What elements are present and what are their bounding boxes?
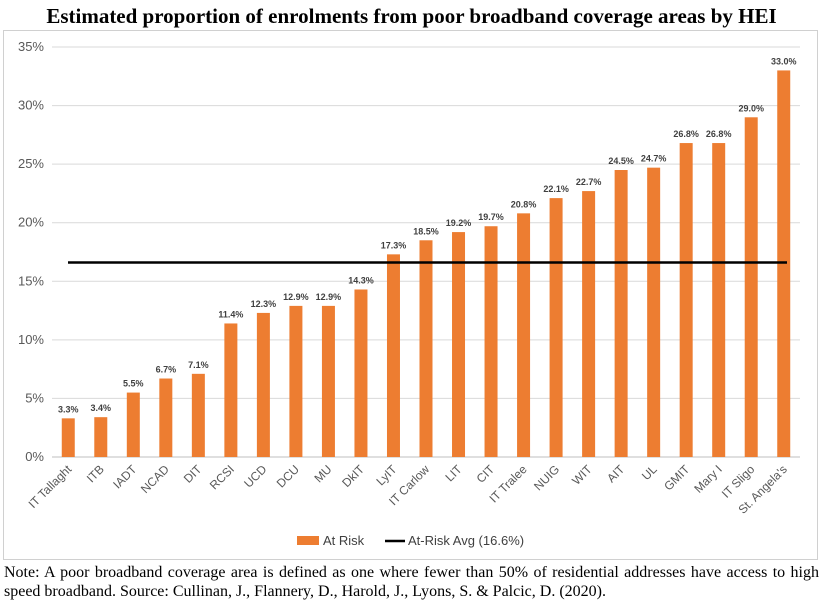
x-tick-label: AIT [604, 462, 628, 486]
bar [191, 373, 205, 457]
data-label: 6.7% [156, 365, 177, 375]
chart-frame [3, 30, 818, 560]
x-tick-label: MU [311, 462, 334, 485]
bar [126, 392, 140, 457]
bar [159, 378, 173, 457]
data-label: 26.8% [706, 129, 732, 139]
data-label: 12.3% [251, 299, 277, 309]
data-label: 7.1% [188, 360, 209, 370]
x-tick-label: DCU [274, 462, 302, 490]
x-tick-label: DIT [181, 462, 205, 486]
x-tick-label: WIT [569, 462, 595, 488]
data-label: 24.5% [608, 156, 634, 166]
bar [386, 254, 400, 457]
data-label: 29.0% [738, 103, 764, 113]
y-tick-label: 35% [18, 39, 44, 54]
bar [614, 170, 628, 457]
bar [224, 323, 238, 457]
data-label: 17.3% [381, 240, 407, 250]
footnote: Note: A poor broadband coverage area is … [4, 564, 819, 600]
bar [712, 143, 726, 458]
bar [419, 240, 433, 457]
data-label: 19.7% [478, 212, 504, 222]
bar [256, 312, 270, 457]
x-tick-label: LIT [442, 462, 465, 485]
x-tick-label: IT Tallaght [26, 462, 75, 511]
data-label: 20.8% [511, 199, 537, 209]
y-tick-label: 10% [18, 332, 44, 347]
bar [517, 213, 531, 457]
x-tick-label: IADT [110, 462, 140, 492]
data-label: 14.3% [348, 275, 374, 285]
gridlines [52, 46, 800, 458]
bar [94, 417, 108, 457]
legend-label-at-risk: At Risk [323, 533, 365, 548]
y-tick-label: 30% [18, 98, 44, 113]
x-tick-label: NUIG [531, 462, 562, 493]
x-tick-label: ITB [84, 462, 107, 485]
bar [289, 305, 303, 457]
data-label: 19.2% [446, 218, 472, 228]
bar [321, 305, 335, 457]
bar [61, 418, 75, 457]
data-label: 3.3% [58, 404, 79, 414]
y-tick-label: 5% [25, 390, 44, 405]
data-label: 33.0% [771, 56, 797, 66]
bar [452, 232, 466, 457]
y-axis-ticks: 0% 5% 10% 15% 20% 25% 30% 35% [18, 39, 44, 464]
chart-title: Estimated proportion of enrolments from … [46, 4, 777, 28]
data-label: 3.4% [91, 403, 112, 413]
bar-chart: 0% 5% 10% 15% 20% 25% 30% 35% 3.3% 3.4% 5.5% 6.7% 7… [18, 39, 800, 548]
x-tick-label: CIT [474, 462, 498, 486]
data-label: 12.9% [316, 292, 342, 302]
data-labels: 3.3% 3.4% 5.5% 6.7% 7.1% 11.4% 12.3% 12.9% 12.9%… [58, 56, 797, 414]
x-tick-label: RCSI [207, 462, 237, 492]
x-tick-label: LyIT [374, 462, 401, 489]
data-label: 5.5% [123, 379, 144, 389]
y-tick-label: 25% [18, 156, 44, 171]
x-tick-label: DkIT [339, 462, 367, 490]
bar [354, 289, 368, 457]
data-label: 26.8% [673, 129, 699, 139]
bar [647, 167, 661, 457]
bar [582, 191, 596, 458]
bar [484, 226, 498, 457]
x-tick-label: NCAD [138, 462, 172, 496]
data-label: 24.7% [641, 154, 667, 164]
legend-label-average: At-Risk Avg (16.6%) [408, 533, 524, 548]
legend: At Risk At-Risk Avg (16.6%) [297, 533, 524, 548]
y-tick-label: 15% [18, 273, 44, 288]
y-tick-label: 0% [25, 449, 44, 464]
legend-swatch-at-risk [297, 536, 319, 545]
x-tick-label: GMIT [661, 462, 693, 494]
bar [549, 198, 563, 457]
bar [744, 117, 758, 458]
data-label: 11.4% [218, 309, 243, 319]
y-tick-label: 20% [18, 215, 44, 230]
data-label: 22.1% [543, 184, 569, 194]
data-label: 22.7% [576, 177, 602, 187]
x-tick-label: UL [639, 462, 660, 483]
data-label: 18.5% [413, 226, 439, 236]
bar [679, 143, 693, 458]
data-label: 12.9% [283, 292, 309, 302]
x-tick-label: UCD [241, 462, 270, 491]
